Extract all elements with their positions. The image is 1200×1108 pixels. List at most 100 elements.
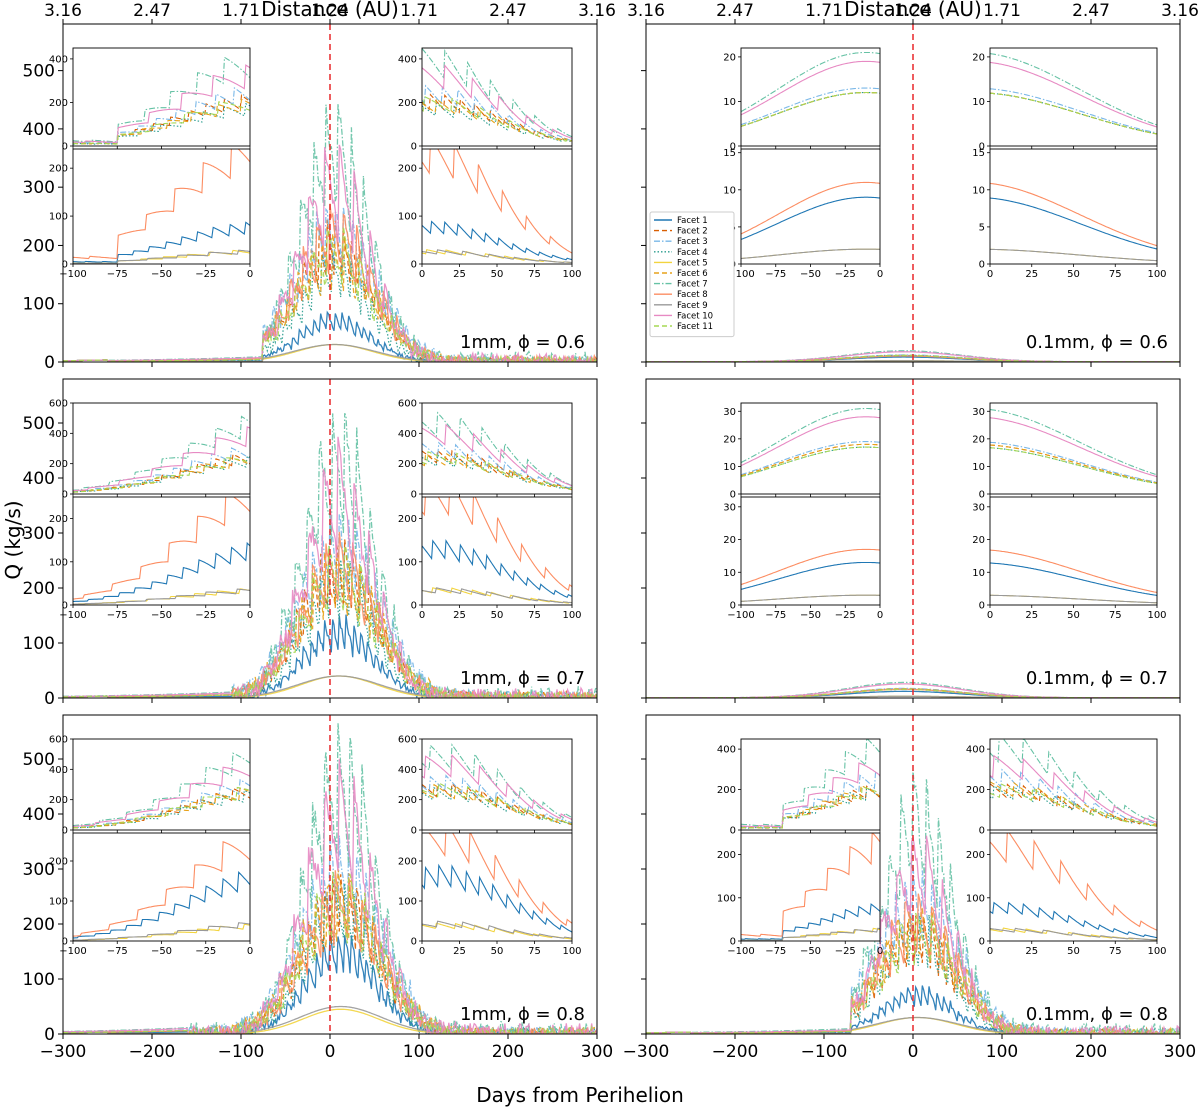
panel-f-inset-2-facet-10 bbox=[990, 754, 1157, 823]
panel-e-ytick-label: 100 bbox=[23, 970, 55, 990]
panel-f-inset-ytick-label: 0 bbox=[979, 937, 985, 948]
panel-b-inset-ytick-label: 5 bbox=[979, 222, 985, 233]
panel-b-inset-1-facet-7 bbox=[741, 51, 880, 113]
panel-c-inset-xtick-label: −75 bbox=[107, 610, 128, 621]
panel-d-inset-ytick-label: 30 bbox=[723, 502, 736, 513]
panel-b-inset-ytick-label: 10 bbox=[723, 185, 736, 196]
panel-a-facet-11-line bbox=[63, 226, 597, 362]
y-axis-title: Q (kg/s) bbox=[1, 500, 25, 579]
panel-d-inset-4: 0 10 20 30 0 25 50 75 100 bbox=[972, 496, 1167, 621]
panel-d-inset-xtick-label: 100 bbox=[1147, 610, 1166, 621]
panel-c-inset-1-facet-7 bbox=[73, 415, 250, 491]
panel-f-inset-ytick-label: 200 bbox=[717, 850, 736, 861]
panel-d-inset-ytick-label: 0 bbox=[979, 601, 985, 612]
top-axis-title-right: Distance (AU) bbox=[844, 0, 982, 21]
panel-f-inset-2-facet-11 bbox=[990, 782, 1157, 827]
panel-a-inset-1-facet-3 bbox=[73, 86, 250, 144]
panel-e-inset-2: 0 200 400 600 bbox=[398, 735, 573, 837]
panel-c-inset-1-facet-11 bbox=[73, 456, 250, 493]
panel-f-inset-ytick-label: 100 bbox=[717, 893, 736, 904]
panel-f-inset-xtick-label: 50 bbox=[1067, 946, 1080, 957]
panel-f-inset-2: 0 200 400 bbox=[966, 738, 1158, 837]
panel-f-inset-1-facet-7 bbox=[741, 739, 880, 827]
panel-a-inset-1: 0 200 400 bbox=[49, 47, 251, 153]
panel-b-inset-2-facet-3 bbox=[990, 88, 1157, 134]
panel-f-inset-4-facet-1 bbox=[990, 901, 1157, 939]
panel-b-inset-xtick-label: −75 bbox=[765, 269, 786, 280]
panel-d-inset-2-facet-3 bbox=[990, 441, 1157, 483]
panel-f-inset-ytick-label: 0 bbox=[730, 937, 736, 948]
panel-a-inset-xtick-label: −25 bbox=[195, 269, 216, 280]
panel-d-inset-ytick-label: 0 bbox=[979, 490, 985, 501]
panel-c-inset-4-facet-1 bbox=[422, 538, 572, 599]
legend-label: Facet 1 bbox=[677, 216, 708, 226]
panel-f-inset-1-facet-6 bbox=[741, 784, 880, 829]
panel-a-inset-2: 0 200 400 bbox=[398, 47, 573, 153]
panel-b-inset-2-facet-10 bbox=[990, 61, 1157, 128]
panel-f-inset-2-facet-7 bbox=[990, 739, 1157, 821]
panel-d-inset-2-facet-7 bbox=[990, 409, 1157, 476]
panel-c-inset-xtick-label: −50 bbox=[151, 610, 172, 621]
panel-a-inset-xtick-label: −100 bbox=[59, 269, 86, 280]
panel-e-label: 1mm, ϕ = 0.8 bbox=[460, 1004, 585, 1025]
panel-c-inset-ytick-label: 200 bbox=[49, 514, 68, 525]
panel-e-inset-xtick-label: 0 bbox=[419, 946, 425, 957]
panel-f-inset-4-facet-8 bbox=[990, 833, 1157, 931]
panel-b-inset-xtick-label: −100 bbox=[727, 269, 754, 280]
legend-label: Facet 10 bbox=[677, 311, 713, 321]
panel-c-inset-4-facet-9 bbox=[422, 587, 572, 604]
panel-a-inset-ytick-label: 400 bbox=[49, 54, 68, 65]
panel-f-inset-1-facet-11 bbox=[741, 786, 880, 829]
panel-a-inset-1-facet-10 bbox=[73, 64, 250, 144]
panel-f-facet-11-line bbox=[646, 912, 1180, 1034]
panel-a-top-tick-label: 1.71 bbox=[400, 1, 438, 21]
panel-d-inset-xtick-label: −25 bbox=[835, 610, 856, 621]
panel-f-inset-3-facet-8 bbox=[741, 833, 880, 937]
panel-c-inset-xtick-label: 0 bbox=[247, 610, 253, 621]
panel-b: 3.16 2.47 1.71 1.24 1.71 2.47 3.16 0 10 20 0 10 20 0 5… bbox=[627, 1, 1199, 367]
panel-a-top-tick-label: 3.16 bbox=[44, 1, 82, 21]
panel-b-top-tick-label: 1.24 bbox=[894, 1, 932, 21]
panel-e-inset-1: 0 200 400 600 bbox=[49, 735, 251, 837]
panel-a-inset-3-facet-9 bbox=[73, 249, 250, 264]
panel-b-top-tick-label: 1.71 bbox=[805, 1, 843, 21]
panel-c: 0100200300400500020040060002004006000100… bbox=[23, 378, 598, 709]
panel-a-inset-1-facet-7 bbox=[73, 56, 250, 143]
panel-a-inset-1-facet-2 bbox=[73, 94, 250, 145]
panel-c-ytick-label: 400 bbox=[23, 469, 55, 489]
panel-e-inset-1-facet-4 bbox=[73, 789, 250, 829]
panel-f-inset-xtick-label: −100 bbox=[727, 946, 754, 957]
panel-e-ytick-label: 0 bbox=[44, 1025, 55, 1045]
panel-c-ytick-label: 300 bbox=[23, 524, 55, 544]
panel-c-inset-2-facet-11 bbox=[422, 451, 572, 490]
panel-e-inset-ytick-label: 400 bbox=[398, 765, 417, 776]
legend-label: Facet 6 bbox=[677, 269, 708, 279]
panel-c-inset-ytick-label: 400 bbox=[398, 429, 417, 440]
panel-d-inset-1-facet-10 bbox=[741, 416, 880, 467]
panel-d-inset-xtick-label: 0 bbox=[987, 610, 993, 621]
panel-e-inset-1-facet-7 bbox=[73, 752, 250, 827]
panel-a-inset-3-facet-1 bbox=[73, 221, 250, 263]
panel-d-inset-xtick-label: 75 bbox=[1109, 610, 1122, 621]
panel-c-inset-ytick-label: 0 bbox=[411, 601, 417, 612]
panel-a-inset-xtick-label: 25 bbox=[453, 269, 466, 280]
panel-e-inset-3: 0 100 200 −100 −75 −50 −25 0 bbox=[49, 832, 253, 957]
panel-d-inset-xtick-label: 50 bbox=[1067, 610, 1080, 621]
panel-a-ytick-label: 200 bbox=[23, 236, 55, 256]
panel-e-inset-ytick-label: 0 bbox=[62, 937, 68, 948]
panel-a-inset-xtick-label: 75 bbox=[528, 269, 541, 280]
panel-c-inset-xtick-label: 25 bbox=[453, 610, 466, 621]
panel-d-inset-ytick-label: 10 bbox=[972, 462, 985, 473]
panel-e-inset-ytick-label: 400 bbox=[49, 765, 68, 776]
panel-e-xtick-label: 300 bbox=[581, 1042, 613, 1062]
panel-c-inset-xtick-label: 100 bbox=[562, 610, 581, 621]
panel-a-inset-ytick-label: 100 bbox=[398, 212, 417, 223]
panel-b-inset-ytick-label: 20 bbox=[972, 52, 985, 63]
panel-e-inset-2-facet-3 bbox=[422, 774, 572, 824]
legend-label: Facet 5 bbox=[677, 258, 708, 268]
panel-a-inset-ytick-label: 200 bbox=[398, 164, 417, 175]
panel-f-inset-xtick-label: 100 bbox=[1147, 946, 1166, 957]
panel-c-inset-ytick-label: 0 bbox=[62, 490, 68, 501]
